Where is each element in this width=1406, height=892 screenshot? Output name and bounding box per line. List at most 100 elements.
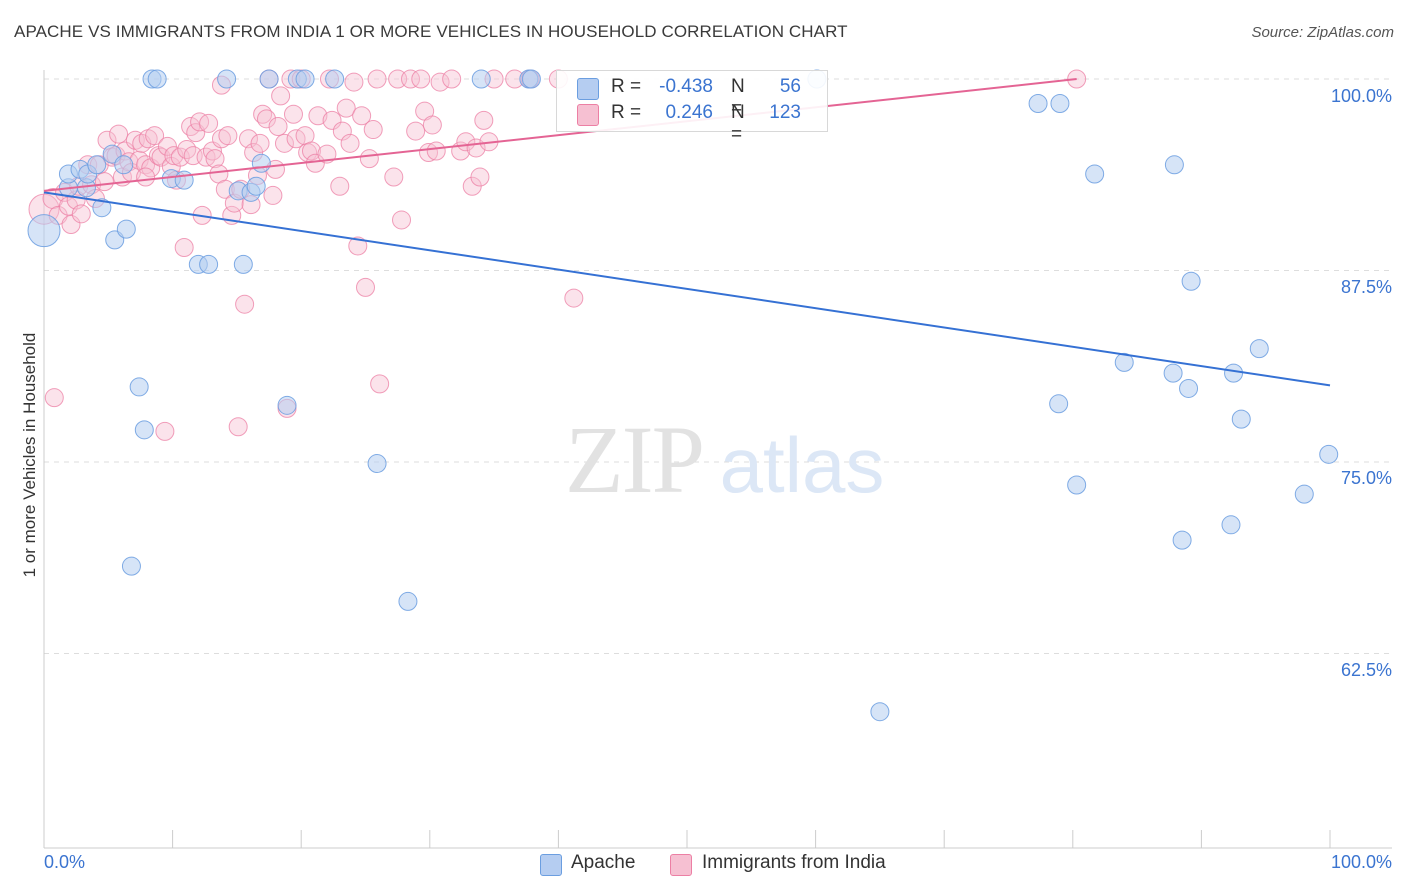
india-point [401,69,421,89]
apache-legend-label: Apache [571,852,636,873]
apache-point [114,155,134,175]
apache-point [1224,363,1244,383]
india-point [332,121,352,141]
apache-point [1294,484,1314,504]
india-point [470,167,490,187]
apache-point [27,214,61,248]
india-point [274,133,294,153]
gridlines [44,78,1392,654]
india-point [141,158,161,178]
india-point [359,149,379,169]
watermark-zip: ZIP [565,406,703,513]
india-point [564,288,584,308]
india-point [94,172,114,192]
india-point [370,374,390,394]
india-point [157,136,177,156]
india-point [426,141,446,161]
india-point [186,123,206,143]
india-point [71,204,91,224]
india-point [442,69,462,89]
apache-point [217,69,237,89]
apache-swatch [577,78,599,100]
apache-point [246,176,266,196]
india-point [411,69,431,89]
india-point [235,294,255,314]
apache-point [1049,394,1069,414]
source-label: Source: ZipAtlas.com [1251,24,1394,41]
apache-point [147,69,167,89]
apache-point [1067,475,1087,495]
apache-point [1028,94,1048,114]
india-point [250,133,270,153]
india-point [363,120,383,140]
india-point [344,72,364,92]
india-point [268,116,288,136]
india-legend-swatch [670,854,692,876]
apache-legend-swatch [540,854,562,876]
apache-point [251,153,271,173]
x-tick-label-0: 0.0% [44,852,86,872]
india-point [61,215,81,235]
bottom-legend-apache[interactable]: Apache [540,852,660,878]
apache-point [1179,378,1199,398]
india-point [174,238,194,258]
y-tick-label-75: 75.0% [1340,468,1392,488]
y-tick-label-62-5: 62.5% [1340,660,1392,680]
legend-n-label: N = [731,76,745,119]
chart-title: APACHE VS IMMIGRANTS FROM INDIA 1 OR MOR… [14,22,848,41]
apache-point [295,69,315,89]
apache-point [1114,352,1134,372]
india-point [228,417,248,437]
india-point [205,149,225,169]
apache-points [27,69,1339,722]
apache-point [134,420,154,440]
india-point [145,126,165,146]
india-legend-label: Immigrants from India [702,852,886,873]
y-tick-label-100: 100.0% [1330,86,1392,106]
y-tick-label-87-5: 87.5% [1340,277,1392,297]
india-point [422,115,442,135]
india-point [352,106,372,126]
india-point [317,144,337,164]
india-point [136,167,156,187]
legend-n-value: 56 [779,76,801,97]
apache-point [870,702,890,722]
apache-point [471,69,491,89]
bottom-legend-india[interactable]: Immigrants from India [670,852,910,878]
apache-point [92,198,112,218]
india-point [392,210,412,230]
apache-point [116,219,136,239]
india-points [28,69,1087,441]
india-point [340,133,360,153]
apache-point [1085,164,1105,184]
india-point [322,110,342,130]
india-point [356,277,375,297]
watermark-atlas: atlas [720,421,885,509]
india-point [44,388,64,408]
legend-r-value: 0.246 [665,102,713,123]
apache-point [325,69,345,89]
apache-point [521,69,541,89]
trend-lines [43,78,1331,387]
india-point [256,109,276,129]
legend-r-value: -0.438 [659,76,713,97]
india-point [406,121,426,141]
india-point [474,110,494,130]
apache-point [1249,339,1269,359]
apache-point [277,395,297,415]
india-point [336,98,356,118]
apache-point [199,254,219,274]
india-point [367,69,387,89]
apache-point [1221,515,1241,535]
apache-point [259,69,279,89]
india-point [430,72,450,92]
india-point [384,167,404,187]
india-swatch [577,104,599,126]
x-tick-label-100: 100.0% [1330,852,1392,872]
india-point [308,106,328,126]
india-point [218,126,238,146]
apache-point [1319,444,1339,464]
correlation-legend: R = -0.438 N = 56 R = 0.246 N = 123 [556,70,828,145]
apache-point [121,556,141,576]
apache-point [1181,271,1201,291]
